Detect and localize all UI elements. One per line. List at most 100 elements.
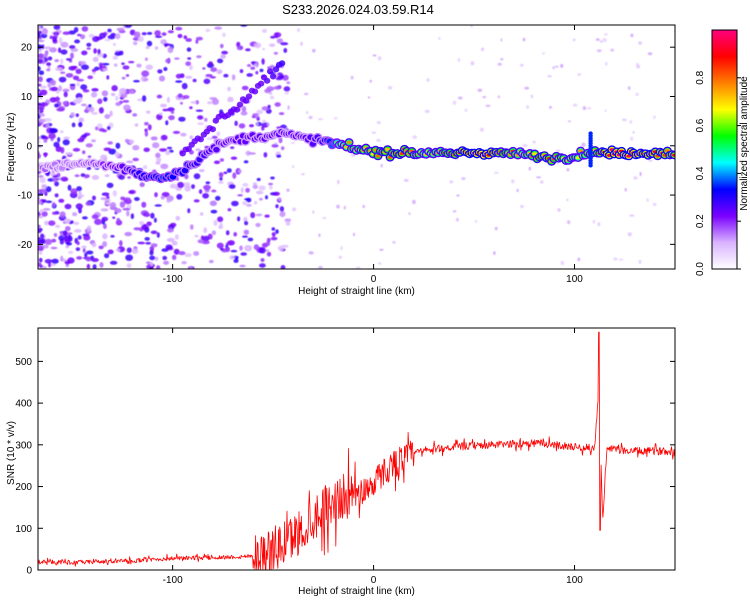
noise-speck [97, 123, 103, 129]
noise-speck [85, 256, 92, 262]
noise-speck [115, 142, 121, 149]
noise-speck [221, 50, 229, 55]
x-tick-label: -100 [163, 274, 183, 285]
noise-speck [74, 39, 81, 44]
noise-speck [192, 78, 197, 83]
branch-blob [251, 88, 259, 95]
noise-speck [237, 169, 242, 174]
noise-speck [560, 260, 565, 266]
noise-speck [286, 188, 290, 192]
noise-speck [39, 177, 46, 184]
noise-speck [123, 104, 131, 111]
noise-speck [116, 217, 121, 223]
noise-speck [92, 264, 97, 269]
noise-speck [156, 265, 161, 269]
noise-speck [369, 79, 372, 83]
noise-speck [208, 61, 213, 66]
noise-speck [273, 191, 280, 196]
noise-speck [209, 259, 214, 264]
noise-speck [76, 78, 85, 82]
noise-speck [106, 182, 114, 188]
noise-speck [566, 198, 569, 202]
noise-speck [187, 208, 191, 214]
noise-speck [65, 152, 73, 156]
noise-speck [449, 180, 454, 184]
noise-speck [233, 258, 239, 263]
noise-speck [160, 195, 165, 200]
noise-speck [185, 61, 192, 66]
noise-speck [54, 59, 59, 63]
noise-speck [53, 25, 61, 30]
noise-speck [141, 70, 150, 77]
noise-speck [67, 232, 73, 235]
noise-speck [542, 52, 545, 55]
noise-speck [185, 75, 193, 79]
noise-speck [150, 243, 158, 248]
noise-speck [55, 224, 61, 229]
snr-frame [37, 327, 676, 571]
noise-speck [122, 65, 130, 70]
noise-speck [276, 154, 282, 158]
noise-speck [522, 37, 526, 42]
noise-speck [597, 222, 601, 227]
noise-speck [72, 75, 80, 81]
noise-speck [278, 112, 285, 116]
noise-speck [43, 136, 49, 140]
noise-speck [38, 136, 42, 140]
noise-speck [70, 112, 75, 118]
noise-speck [104, 38, 111, 42]
noise-speck [130, 213, 135, 220]
noise-speck [51, 238, 57, 243]
noise-speck [77, 97, 83, 103]
noise-speck [210, 209, 218, 214]
noise-speck [456, 217, 459, 222]
noise-speck [277, 196, 282, 202]
noise-speck [273, 86, 282, 90]
noise-speck [312, 210, 315, 214]
noise-speck [159, 148, 168, 152]
noise-speck [253, 42, 262, 49]
noise-speck [244, 229, 249, 235]
noise-speck [352, 232, 356, 237]
noise-speck [44, 46, 52, 50]
snr-plot-area [38, 328, 675, 570]
noise-speck [266, 240, 271, 246]
y-tick-label: 500 [15, 357, 32, 368]
noise-speck [56, 107, 65, 112]
noise-speck [91, 175, 100, 180]
noise-speck [485, 104, 491, 107]
noise-speck [245, 187, 251, 193]
noise-speck [168, 149, 174, 153]
noise-speck [94, 218, 102, 225]
noise-speck [613, 257, 618, 261]
noise-speck [380, 163, 383, 168]
noise-speck [55, 96, 60, 103]
noise-speck [184, 253, 192, 258]
noise-speck [497, 62, 502, 66]
noise-speck [73, 221, 80, 225]
noise-speck [38, 140, 41, 144]
noise-speck [248, 152, 256, 155]
noise-speck [80, 173, 86, 178]
noise-speck [604, 109, 607, 112]
noise-speck [296, 28, 301, 33]
noise-speck [93, 48, 97, 54]
noise-speck [175, 215, 181, 221]
noise-speck [619, 258, 624, 261]
noise-speck [587, 107, 592, 110]
noise-speck [195, 109, 204, 112]
noise-speck [83, 234, 91, 241]
noise-speck [461, 177, 466, 181]
noise-speck [244, 245, 253, 252]
spectrogram-y-axis-label: Frequency (Hz) [6, 113, 17, 182]
noise-speck [38, 53, 44, 59]
noise-speck [165, 120, 169, 126]
noise-speck [41, 184, 48, 189]
noise-speck [203, 184, 211, 191]
colorbar-tick-label: 0.8 [695, 70, 706, 84]
noise-speck [38, 250, 43, 255]
noise-speck [284, 218, 292, 222]
noise-speck [278, 137, 283, 144]
noise-speck [98, 245, 104, 250]
noise-speck [269, 43, 276, 47]
